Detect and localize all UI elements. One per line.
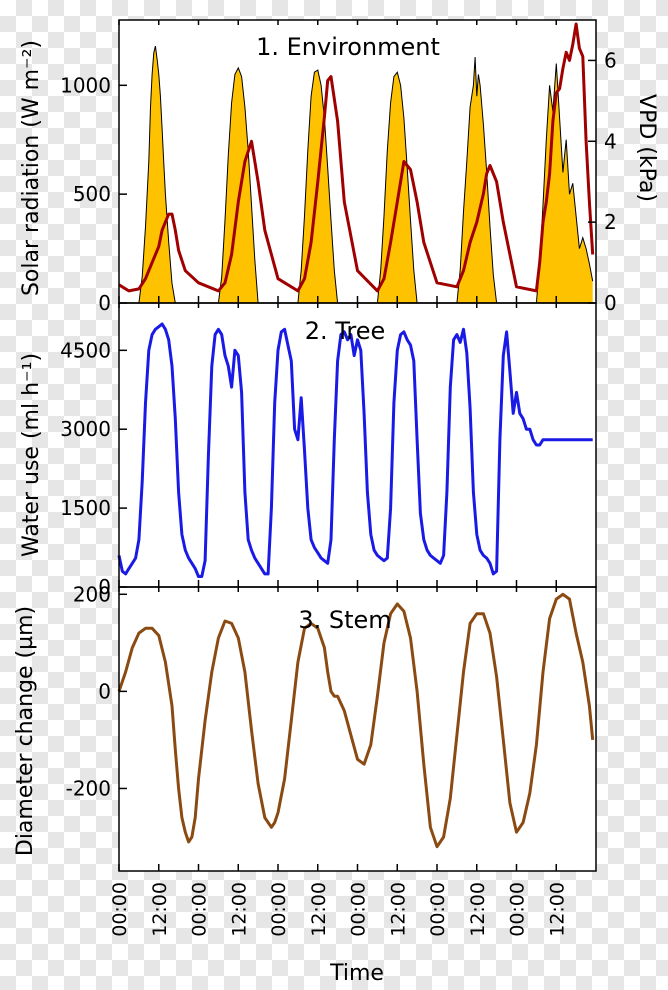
x-tick-label: 12:00 (308, 882, 330, 937)
water-use-series (117, 322, 593, 578)
x-tick-label: 12:00 (467, 882, 489, 937)
y-tick-label: 0 (98, 291, 111, 315)
x-tick-label: 12:00 (149, 882, 171, 937)
panel-2-title: 2. Tree (305, 317, 386, 345)
y-tick-label: 200 (73, 582, 111, 606)
y-tick-label: 500 (73, 182, 111, 206)
panel-3-title: 3. Stem (298, 606, 391, 634)
y-axis-label-diameter-change: Diameter change (µm) (13, 606, 38, 856)
solar-radiation-area (119, 46, 593, 303)
y-axis-label-solar-radiation: Solar radiation (W m⁻²) (19, 40, 44, 296)
panel-stem (119, 587, 596, 871)
y-tick-label: 1000 (60, 73, 111, 97)
x-tick-label: 00:00 (109, 882, 131, 937)
x-axis-label-time: Time (329, 961, 384, 986)
y-axis-label-water-use: Water use (ml h⁻¹) (19, 353, 44, 557)
y-tick-label: 4500 (60, 338, 111, 362)
x-tick-label: 12:00 (228, 882, 250, 937)
y-tick-label: 0 (98, 575, 111, 599)
x-tick-label: 12:00 (546, 882, 568, 937)
y-tick-label: 0 (98, 679, 111, 703)
diameter-change-series (117, 592, 595, 849)
x-tick-label: 00:00 (348, 882, 370, 937)
panel-tree (119, 303, 596, 587)
y2-tick-label: 4 (604, 129, 617, 153)
panel-1-title: 1. Environment (256, 33, 440, 61)
x-tick-label: 00:00 (189, 882, 211, 937)
x-tick-label: 00:00 (427, 882, 449, 937)
y2-tick-label: 0 (604, 291, 617, 315)
y2-tick-label: 6 (604, 48, 617, 72)
vpd-series (118, 22, 595, 293)
panel-environment (119, 20, 596, 303)
x-tick-label: 12:00 (387, 882, 409, 937)
water-use-line (117, 322, 593, 578)
y-tick-label: -200 (66, 776, 111, 800)
y-axis-label-vpd: VPD (kPa) (634, 94, 659, 202)
vpd-line (118, 22, 595, 293)
y2-tick-label: 2 (604, 210, 617, 234)
x-tick-label: 00:00 (268, 882, 290, 937)
x-tick-label: 00:00 (507, 882, 529, 937)
diameter-change-line (117, 592, 595, 849)
y-tick-label: 1500 (60, 496, 111, 520)
y-tick-label: 3000 (60, 417, 111, 441)
